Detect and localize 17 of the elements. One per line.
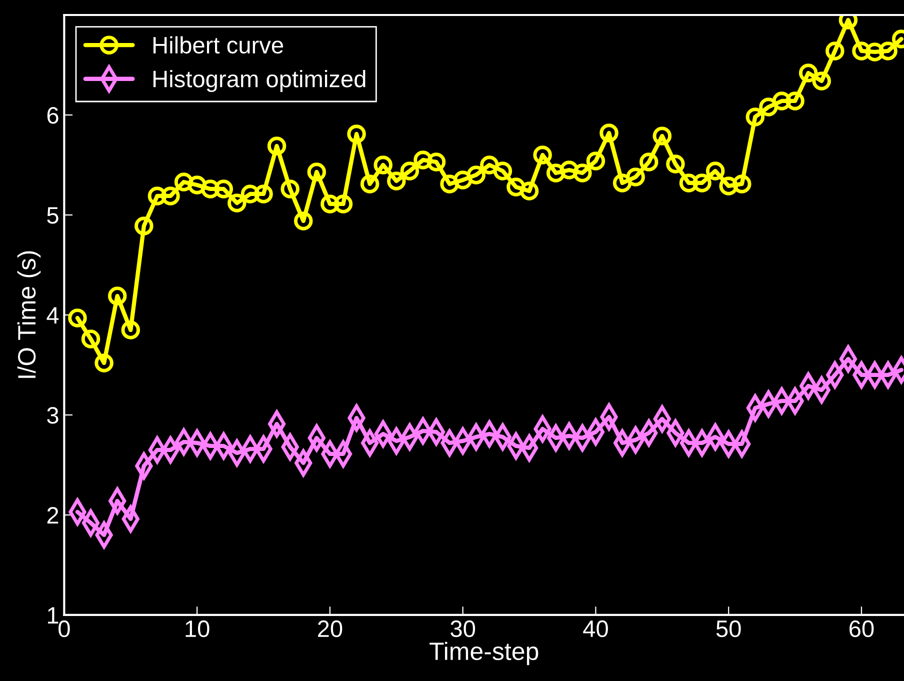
x-axis-title: Time-step	[430, 642, 538, 666]
x-tick-label: 30	[450, 620, 476, 638]
y-axis-title: I/O Time (s)	[17, 251, 41, 378]
x-tick-label: 40	[583, 620, 608, 638]
y-tick-label: 2	[47, 507, 58, 524]
y-tick-label: 3	[47, 407, 58, 424]
x-tick-label: 10	[186, 620, 210, 638]
y-tick-label: 1	[48, 607, 58, 624]
x-tick-label: 20	[318, 620, 342, 638]
x-tick-label: 0	[58, 620, 70, 638]
y-tick-label: 5	[47, 207, 58, 224]
legend-label: Histogram optimized	[153, 70, 366, 92]
legend-label: Hilbert curve	[153, 36, 284, 54]
y-tick-label: 4	[46, 307, 59, 324]
x-tick-label: 50	[716, 620, 741, 638]
y-tick-label: 6	[47, 107, 58, 124]
x-tick-label: 60	[850, 620, 874, 638]
